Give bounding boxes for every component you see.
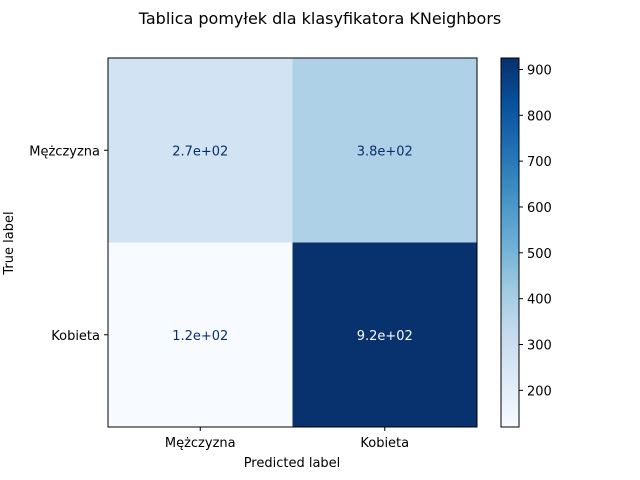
heatmap-cell [292, 58, 477, 243]
heatmap-cell [108, 242, 293, 427]
heatmap-cell-labels: 2.7e+02 3.8e+02 1.2e+02 9.2e+02 [172, 144, 413, 344]
x-tick-label: Kobieta [360, 436, 409, 451]
heatmap-cell-label: 3.8e+02 [357, 144, 413, 159]
y-axis-label: True label [2, 211, 17, 275]
colorbar-tick-label: 500 [527, 247, 552, 262]
heatmap-cell-label: 9.2e+02 [357, 329, 413, 344]
heatmap-cell [108, 58, 293, 243]
heatmap-cell-label: 1.2e+02 [172, 329, 228, 344]
colorbar-ticks: 200 300 400 500 600 700 800 900 [519, 63, 552, 399]
colorbar-tick-label: 300 [527, 338, 552, 353]
y-tick-label: Kobieta [51, 329, 100, 344]
chart-title: Tablica pomyłek dla klasyfikatora KNeigh… [138, 9, 502, 28]
colorbar-tick-label: 400 [527, 293, 552, 308]
x-axis-ticks: Mężczyzna Kobieta [165, 427, 409, 451]
colorbar [500, 57, 520, 428]
heatmap-cell [292, 242, 477, 427]
y-axis-ticks: Mężczyzna Kobieta [29, 144, 108, 344]
colorbar-tick-label: 200 [527, 384, 552, 399]
colorbar-tick-label: 600 [527, 201, 552, 216]
y-tick-label: Mężczyzna [29, 144, 100, 159]
plot-frame [107, 57, 478, 428]
heatmap-cells [108, 58, 477, 427]
x-tick-label: Mężczyzna [165, 436, 236, 451]
x-axis-label: Predicted label [244, 456, 341, 471]
colorbar-tick-label: 800 [527, 109, 552, 124]
colorbar-tick-label: 900 [527, 63, 552, 78]
colorbar-tick-label: 700 [527, 155, 552, 170]
heatmap-cell-label: 2.7e+02 [172, 144, 228, 159]
